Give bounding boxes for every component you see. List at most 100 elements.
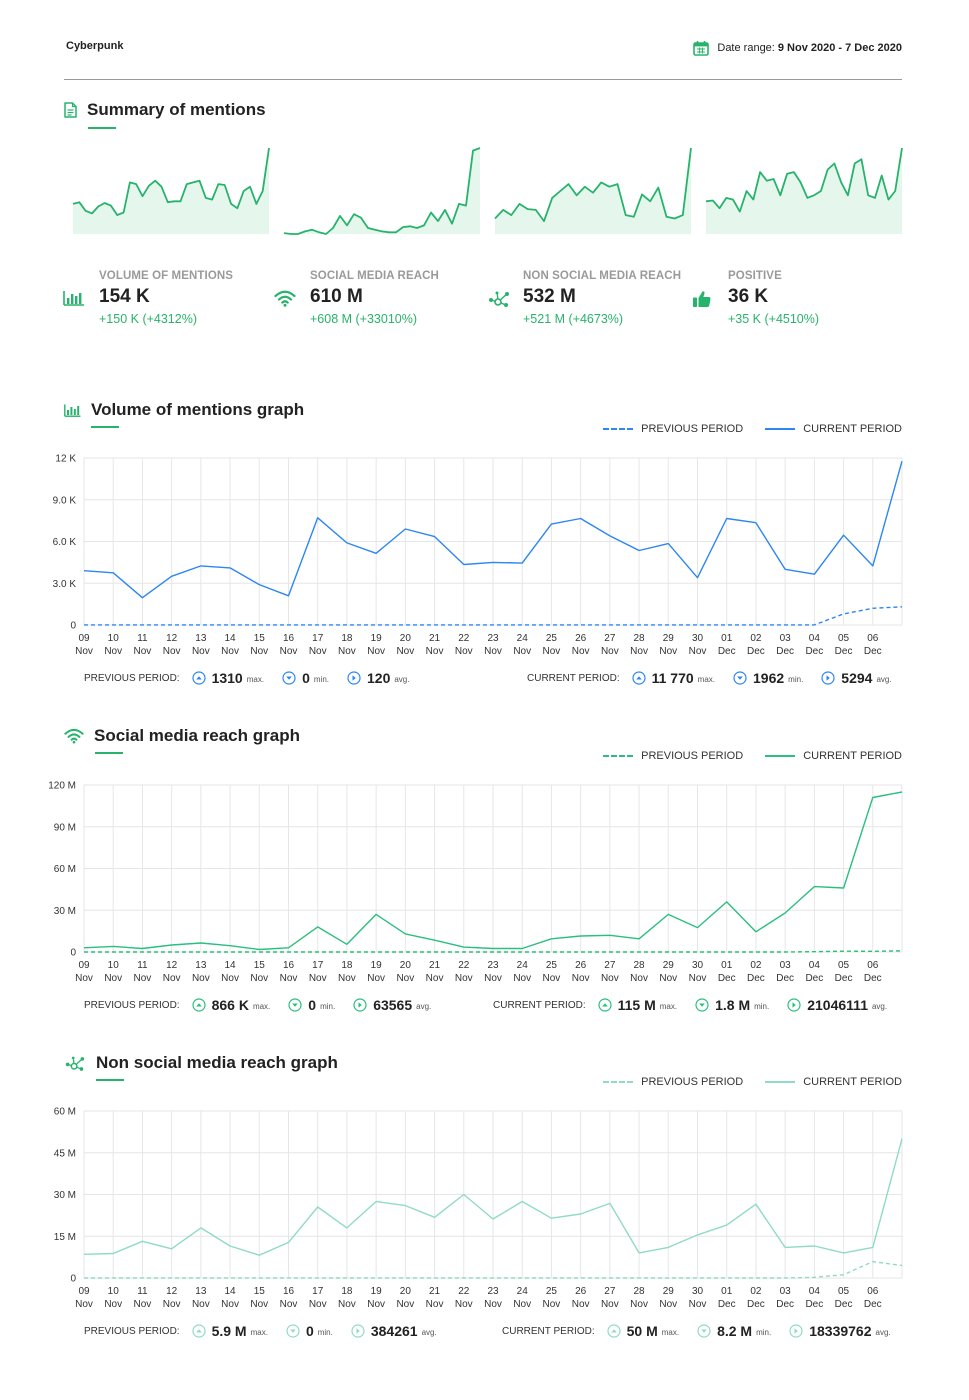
x-tick-day: 12 [166, 960, 178, 971]
metric-volume: VOLUME OF MENTIONS 154 K +150 K (+4312%) [63, 270, 273, 340]
sparkline-line [494, 147, 692, 222]
metric-delta: +150 K (+4312%) [99, 312, 197, 326]
x-tick-day: 14 [225, 960, 237, 971]
network-icon [64, 1055, 86, 1072]
x-tick-month: Nov [601, 646, 619, 657]
x-tick-month: Nov [572, 1299, 590, 1310]
x-tick-month: Dec [805, 973, 823, 984]
x-tick-day: 01 [721, 1286, 733, 1297]
avg-unit: avg. [421, 1328, 437, 1337]
legend-previous: PREVIOUS PERIOD [603, 423, 743, 435]
x-tick-month: Nov [543, 1299, 561, 1310]
x-tick-day: 17 [312, 633, 324, 644]
metric-delta: +608 M (+33010%) [310, 312, 418, 326]
x-tick-day: 02 [750, 633, 762, 644]
x-tick-day: 20 [400, 960, 412, 971]
x-tick-day: 22 [458, 1286, 470, 1297]
x-tick-day: 21 [429, 633, 441, 644]
x-tick-month: Dec [718, 646, 736, 657]
x-tick-month: Nov [338, 1299, 356, 1310]
min-unit: min. [754, 1002, 770, 1011]
x-tick-day: 27 [604, 1286, 616, 1297]
x-tick-day: 19 [371, 960, 383, 971]
max-icon [632, 671, 646, 685]
current-min: 1.8 M min. [695, 997, 769, 1013]
legend-current-swatch [765, 428, 796, 430]
avg-unit: avg. [876, 675, 892, 684]
x-tick-day: 02 [750, 1286, 762, 1297]
x-tick-day: 04 [809, 1286, 821, 1297]
x-tick-month: Nov [630, 973, 648, 984]
summary-title-underline [88, 127, 116, 129]
x-tick-day: 06 [867, 633, 879, 644]
y-tick-label: 12 K [55, 454, 76, 465]
x-tick-month: Nov [396, 646, 414, 657]
previous-max-value: 5.9 M [211, 1323, 247, 1339]
sparkline-line [705, 147, 903, 213]
legend-current: CURRENT PERIOD [765, 750, 902, 762]
x-tick-month: Nov [572, 646, 590, 657]
series-previous-period [84, 950, 903, 953]
x-tick-day: 14 [225, 633, 237, 644]
min-unit: min. [756, 1328, 772, 1337]
non-social-media-reach-chart: 0 15 M 30 M 45 M 60 M 09 Nov 10 Nov 11 Nov 12 Nov 13 N… [54, 1107, 903, 1310]
previous-period-stats: PREVIOUS PERIOD: 1310 max. 0 min. 120 av… [84, 670, 409, 686]
max-unit: max. [697, 675, 716, 684]
x-tick-month: Nov [455, 646, 473, 657]
legend-current-label: CURRENT PERIOD [803, 1076, 902, 1088]
current-max-value: 50 M [626, 1323, 658, 1339]
x-tick-month: Nov [396, 973, 414, 984]
wifi-icon [274, 290, 296, 307]
non-social-title-underline [96, 1079, 124, 1081]
x-tick-month: Nov [396, 1299, 414, 1310]
y-tick-label: 120 M [48, 781, 76, 792]
metric-non-social-reach: NON SOCIAL MEDIA REACH 532 M +521 M (+46… [487, 270, 697, 340]
y-tick-label: 0 [70, 948, 76, 959]
x-tick-day: 11 [137, 960, 148, 971]
x-tick-month: Nov [426, 1299, 444, 1310]
previous-avg: 384261 avg. [351, 1323, 437, 1339]
x-tick-day: 16 [283, 1286, 295, 1297]
network-icon [489, 291, 509, 307]
x-tick-day: 18 [341, 633, 353, 644]
x-tick-month: Dec [864, 1299, 882, 1310]
x-tick-month: Nov [601, 973, 619, 984]
x-tick-month: Nov [367, 973, 385, 984]
x-tick-day: 16 [283, 633, 295, 644]
x-tick-month: Nov [221, 646, 239, 657]
x-tick-month: Dec [776, 646, 794, 657]
x-tick-month: Nov [659, 1299, 677, 1310]
max-unit: max. [250, 1328, 268, 1337]
x-tick-month: Dec [718, 973, 736, 984]
social-graph-title: Social media reach graph [64, 726, 300, 746]
x-tick-day: 15 [254, 633, 266, 644]
current-max-value: 11 770 [651, 670, 694, 686]
x-tick-month: Nov [280, 646, 298, 657]
legend-current-label: CURRENT PERIOD [803, 423, 902, 435]
current-period-label: CURRENT PERIOD: [502, 1325, 595, 1337]
avg-icon [787, 998, 801, 1012]
y-tick-label: 15 M [54, 1232, 76, 1243]
min-unit: min. [788, 675, 804, 684]
x-tick-day: 04 [809, 633, 821, 644]
x-tick-month: Nov [659, 973, 677, 984]
x-tick-day: 06 [867, 1286, 879, 1297]
current-min-value: 8.2 M [717, 1323, 753, 1339]
x-tick-day: 22 [458, 633, 470, 644]
x-tick-month: Dec [718, 1299, 736, 1310]
x-tick-day: 28 [634, 633, 646, 644]
x-tick-month: Nov [104, 973, 122, 984]
x-tick-day: 03 [780, 1286, 792, 1297]
series-current-period [83, 461, 903, 599]
legend-previous: PREVIOUS PERIOD [603, 1076, 743, 1088]
x-tick-day: 05 [838, 960, 850, 971]
x-tick-day: 13 [195, 1286, 207, 1297]
x-tick-month: Nov [221, 973, 239, 984]
x-tick-day: 30 [692, 633, 704, 644]
min-unit: min. [317, 1328, 333, 1337]
series-current-period [83, 791, 903, 951]
x-tick-day: 24 [517, 960, 529, 971]
max-unit: max. [246, 675, 265, 684]
x-tick-month: Nov [426, 646, 444, 657]
current-min-value: 1962 [753, 670, 785, 686]
